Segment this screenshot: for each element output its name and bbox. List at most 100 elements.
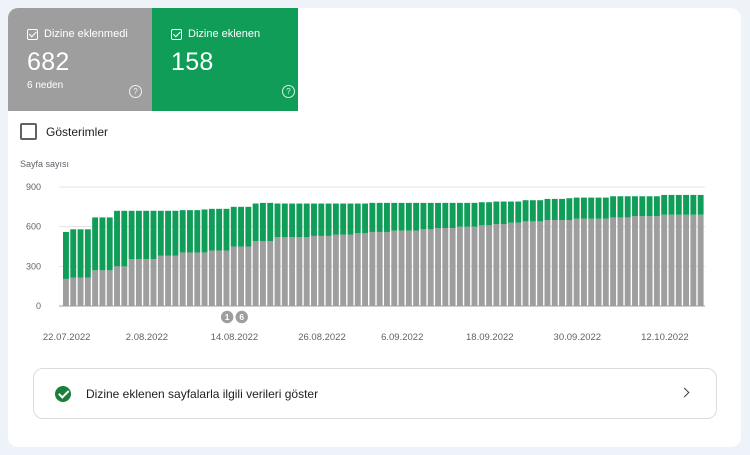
bar-indexed[interactable] (617, 196, 624, 218)
bar-not-indexed[interactable] (230, 246, 237, 307)
bar-indexed[interactable] (566, 198, 573, 221)
bar-indexed[interactable] (208, 208, 215, 251)
bar-not-indexed[interactable] (187, 252, 193, 306)
bar-indexed[interactable] (223, 208, 230, 251)
indexed-tile[interactable]: Dizine eklenen 158 ? (152, 8, 298, 111)
bar-indexed[interactable] (267, 202, 274, 242)
bar-indexed[interactable] (230, 206, 237, 247)
bar-indexed[interactable] (84, 229, 91, 278)
bar-indexed[interactable] (500, 201, 507, 225)
bar-not-indexed[interactable] (595, 218, 602, 306)
bar-not-indexed[interactable] (573, 218, 580, 306)
bar-indexed[interactable] (653, 196, 660, 217)
bar-not-indexed[interactable] (208, 250, 215, 306)
bar-not-indexed[interactable] (194, 252, 201, 306)
bar-not-indexed[interactable] (449, 227, 456, 306)
bar-not-indexed[interactable] (420, 229, 427, 306)
bar-indexed[interactable] (639, 196, 646, 217)
bar-indexed[interactable] (405, 202, 412, 231)
bar-indexed[interactable] (595, 197, 602, 219)
bar-indexed[interactable] (661, 194, 668, 215)
bar-indexed[interactable] (471, 202, 478, 227)
bar-not-indexed[interactable] (121, 266, 128, 306)
bar-not-indexed[interactable] (84, 277, 91, 306)
bar-indexed[interactable] (157, 210, 164, 256)
help-icon[interactable]: ? (129, 85, 142, 98)
bar-not-indexed[interactable] (529, 221, 536, 306)
bar-not-indexed[interactable] (179, 252, 186, 306)
bar-not-indexed[interactable] (646, 216, 653, 306)
bar-not-indexed[interactable] (405, 230, 412, 306)
bar-indexed[interactable] (522, 200, 529, 222)
bar-not-indexed[interactable] (354, 233, 361, 306)
bar-not-indexed[interactable] (661, 214, 668, 306)
bar-indexed[interactable] (668, 194, 675, 215)
bar-indexed[interactable] (464, 202, 471, 227)
bar-indexed[interactable] (296, 203, 303, 238)
bar-indexed[interactable] (646, 196, 653, 217)
bar-not-indexed[interactable] (456, 226, 463, 306)
bar-not-indexed[interactable] (369, 231, 376, 306)
bar-not-indexed[interactable] (435, 227, 441, 306)
bar-indexed[interactable] (551, 198, 558, 221)
bar-not-indexed[interactable] (238, 246, 244, 307)
bar-indexed[interactable] (384, 202, 390, 232)
bar-indexed[interactable] (435, 202, 441, 228)
bar-indexed[interactable] (427, 202, 434, 230)
bar-not-indexed[interactable] (500, 224, 507, 306)
bar-indexed[interactable] (573, 197, 580, 219)
bar-not-indexed[interactable] (537, 221, 544, 306)
bar-not-indexed[interactable] (150, 259, 157, 306)
bar-indexed[interactable] (697, 194, 704, 215)
bar-indexed[interactable] (281, 203, 288, 238)
bar-indexed[interactable] (369, 202, 376, 232)
bar-indexed[interactable] (690, 194, 697, 215)
bar-indexed[interactable] (588, 197, 595, 219)
bar-indexed[interactable] (559, 198, 565, 221)
bar-indexed[interactable] (449, 202, 456, 228)
bar-indexed[interactable] (602, 197, 609, 219)
bar-not-indexed[interactable] (690, 214, 697, 306)
bar-not-indexed[interactable] (92, 270, 99, 306)
bar-indexed[interactable] (92, 217, 99, 271)
bar-indexed[interactable] (515, 201, 522, 223)
bar-not-indexed[interactable] (303, 237, 310, 306)
help-icon[interactable]: ? (282, 85, 295, 98)
bar-indexed[interactable] (624, 196, 631, 218)
bar-indexed[interactable] (150, 210, 157, 260)
bar-indexed[interactable] (508, 201, 514, 223)
bar-indexed[interactable] (632, 196, 638, 217)
bar-not-indexed[interactable] (464, 226, 471, 306)
bar-indexed[interactable] (442, 202, 449, 228)
bar-indexed[interactable] (332, 203, 339, 235)
bar-indexed[interactable] (493, 201, 500, 225)
bar-not-indexed[interactable] (114, 266, 120, 306)
not-indexed-tile[interactable]: Dizine eklenmedi 682 6 neden ? (8, 8, 152, 111)
bar-indexed[interactable] (165, 210, 172, 256)
bar-indexed[interactable] (347, 203, 354, 235)
bar-indexed[interactable] (274, 203, 281, 238)
bar-not-indexed[interactable] (252, 241, 259, 306)
bar-not-indexed[interactable] (318, 235, 325, 306)
bar-indexed[interactable] (391, 202, 398, 231)
bar-indexed[interactable] (529, 200, 536, 222)
bar-indexed[interactable] (537, 200, 544, 222)
bar-indexed[interactable] (675, 194, 682, 215)
bar-indexed[interactable] (252, 203, 259, 242)
bar-not-indexed[interactable] (398, 230, 405, 306)
bar-not-indexed[interactable] (157, 255, 164, 306)
bar-not-indexed[interactable] (508, 222, 514, 306)
bar-indexed[interactable] (376, 202, 383, 232)
bar-not-indexed[interactable] (427, 229, 434, 306)
bar-not-indexed[interactable] (610, 217, 617, 306)
bar-not-indexed[interactable] (442, 227, 449, 306)
bar-not-indexed[interactable] (362, 233, 369, 306)
annotation-marker[interactable] (235, 310, 248, 324)
bar-not-indexed[interactable] (697, 214, 704, 306)
bar-not-indexed[interactable] (274, 237, 281, 306)
bar-not-indexed[interactable] (325, 235, 332, 306)
bar-indexed[interactable] (179, 210, 186, 253)
bar-indexed[interactable] (340, 203, 347, 235)
bar-indexed[interactable] (398, 202, 405, 231)
bar-indexed[interactable] (311, 203, 317, 236)
